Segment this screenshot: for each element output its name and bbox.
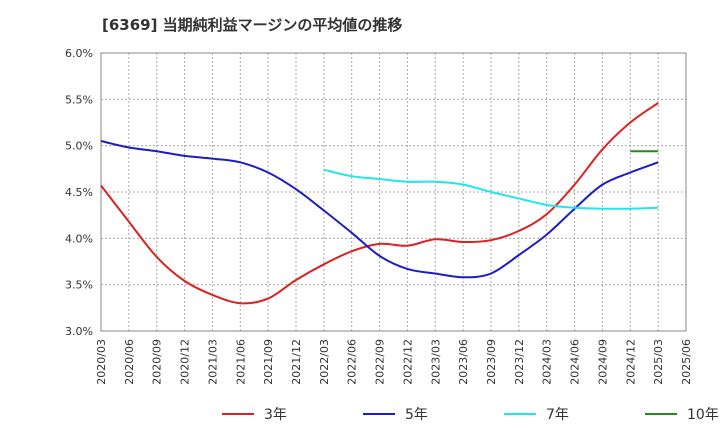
y-tick-label: 5.5% [65, 93, 93, 106]
x-tick-label: 2021/06 [234, 339, 247, 385]
y-axis: 3.0% 3.5% 4.0% 4.5% 5.0% 5.5% 6.0% [65, 47, 93, 338]
y-tick-label: 6.0% [65, 47, 93, 60]
legend: 3年 5年 7年 10年 [222, 407, 719, 423]
plot-frame [100, 52, 687, 332]
x-tick-label: 2024/12 [624, 339, 637, 385]
x-tick-label: 2022/06 [346, 339, 359, 385]
series-line-2 [100, 140, 659, 279]
y-tick-label: 5.0% [65, 140, 93, 153]
x-tick-label: 2022/12 [401, 339, 414, 385]
series-line-3 [323, 168, 659, 210]
y-tick-label: 4.5% [65, 186, 93, 199]
x-tick-label: 2022/09 [374, 339, 387, 385]
legend-label: 7年 [546, 407, 569, 423]
x-tick-label: 2023/09 [485, 339, 498, 385]
x-tick-label: 2023/06 [457, 339, 470, 385]
x-tick-label: 2020/06 [123, 339, 136, 385]
x-tick-label: 2020/03 [95, 339, 108, 385]
series-lines [100, 102, 659, 305]
x-tick-label: 2021/12 [290, 339, 303, 385]
x-tick-label: 2024/06 [569, 339, 582, 385]
y-tick-label: 3.5% [65, 279, 93, 292]
x-tick-label: 2023/12 [513, 339, 526, 385]
x-tick-label: 2022/03 [318, 339, 331, 385]
y-tick-label: 4.0% [65, 232, 93, 245]
x-tick-label: 2025/06 [680, 339, 693, 385]
x-tick-label: 2023/03 [429, 339, 442, 385]
x-tick-label: 2024/03 [541, 339, 554, 385]
x-tick-label: 2021/03 [206, 339, 219, 385]
series-line-1 [100, 102, 659, 305]
x-tick-label: 2021/09 [262, 339, 275, 385]
legend-label: 5年 [405, 407, 428, 423]
x-axis: 2020/03 2020/06 2020/09 2020/12 2021/03 2021/… [95, 339, 693, 385]
grid [100, 52, 687, 332]
x-tick-label: 2024/09 [596, 339, 609, 385]
legend-label: 3年 [264, 407, 287, 423]
y-tick-label: 3.0% [65, 325, 93, 338]
x-tick-label: 2025/03 [652, 339, 665, 385]
x-tick-label: 2020/12 [179, 339, 192, 385]
legend-label: 10年 [687, 407, 719, 423]
x-tick-label: 2020/09 [151, 339, 164, 385]
chart-title: [6369] 当期純利益マージンの平均値の推移 [102, 16, 403, 34]
